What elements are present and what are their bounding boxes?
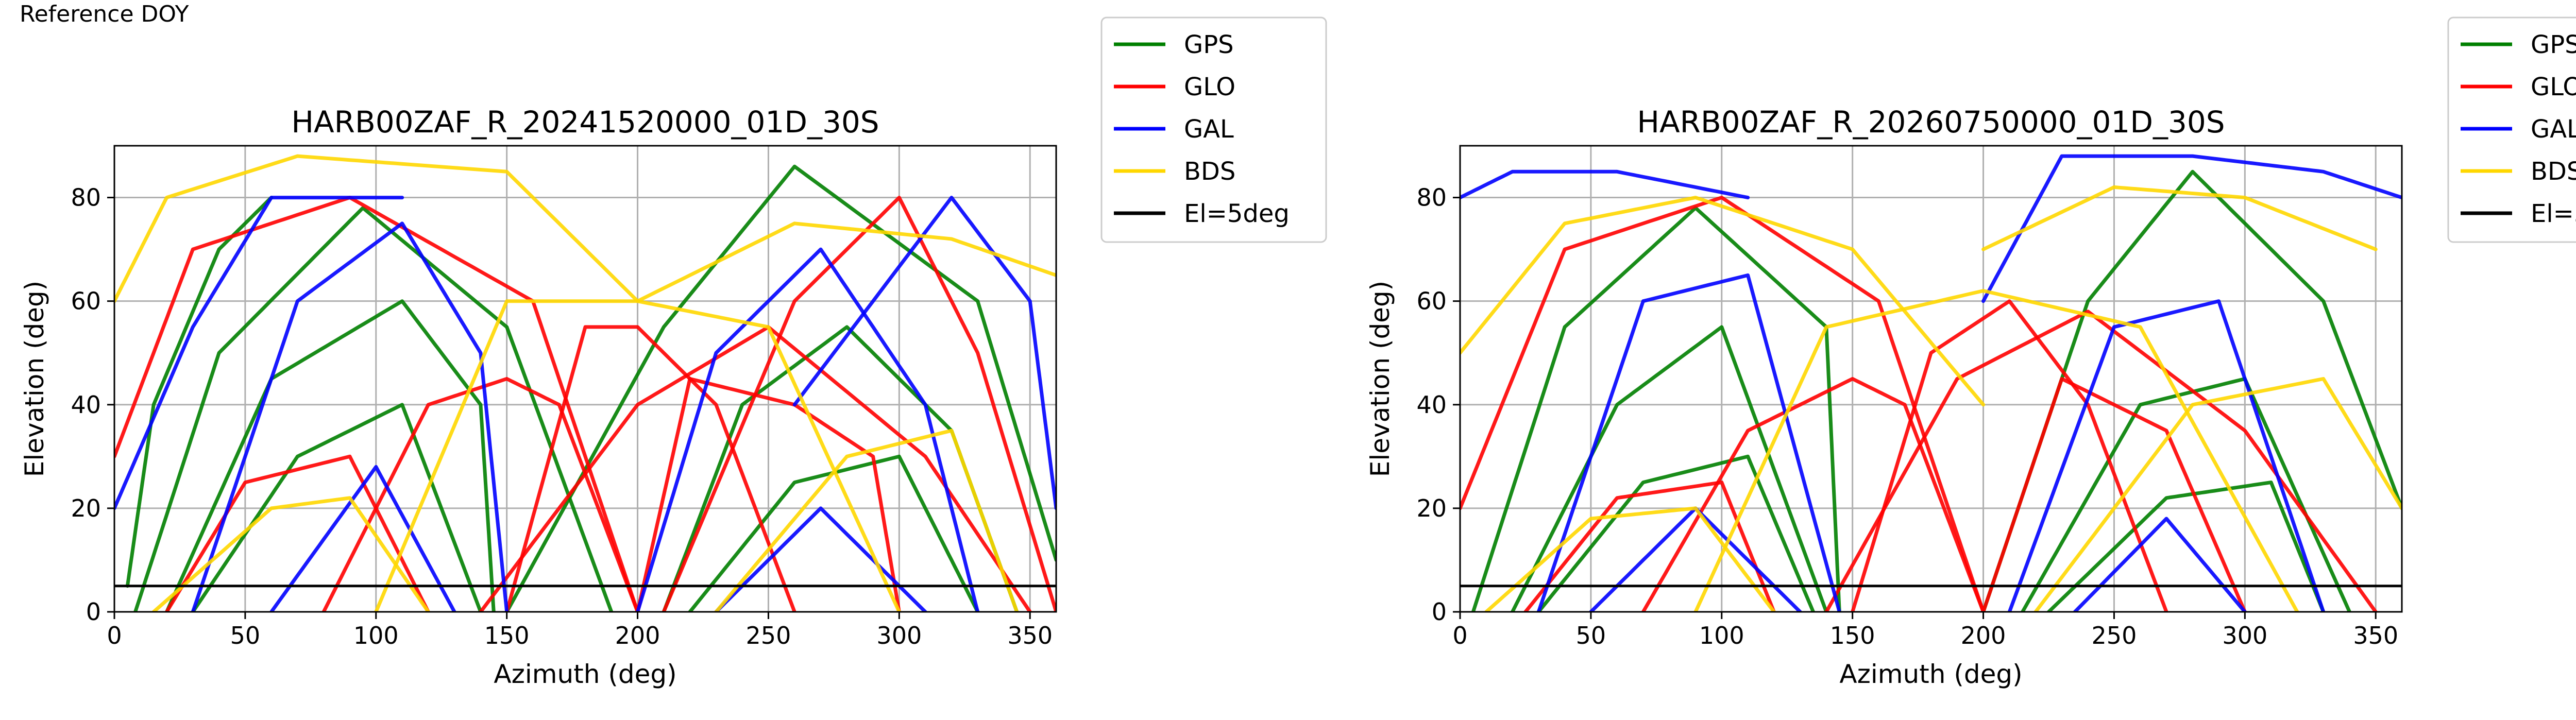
series-arc-glo <box>1851 299 2168 612</box>
x-tick-label: 350 <box>1007 622 1053 649</box>
legend-label: BDS <box>1184 157 1235 186</box>
corner-label: Reference DOY <box>20 1 189 27</box>
y-tick-label: 20 <box>71 494 101 522</box>
series-arc-gps <box>688 454 980 612</box>
x-tick-label: 100 <box>353 622 399 649</box>
series-arc-gps <box>1511 325 1828 612</box>
x-tick-label: 100 <box>1699 622 1744 649</box>
series-arc-bds <box>1981 185 2378 251</box>
legend-box <box>1100 16 1327 243</box>
series-arc-gps <box>133 206 614 612</box>
series-arc-bds <box>636 221 1056 303</box>
series-arc-glo <box>479 325 1032 612</box>
series-arc-bds <box>151 496 430 612</box>
x-tick-label: 150 <box>484 622 530 649</box>
legend-label: GLO <box>2531 73 2576 101</box>
series-arc-gal <box>1536 273 1841 612</box>
legend: GPS GLO GAL BDS El=5deg <box>2447 16 2576 243</box>
y-tick-label: 80 <box>71 184 101 212</box>
series-arc-gps <box>165 299 496 612</box>
series-arc-gps <box>125 196 274 588</box>
legend-label: GAL <box>1184 115 1234 144</box>
x-tick-label: 250 <box>2092 622 2137 649</box>
y-tick-label: 60 <box>1416 287 1447 315</box>
plot-area <box>114 154 1056 612</box>
legend-label: GLO <box>1184 73 1235 101</box>
series-arc-glo <box>1523 481 1776 612</box>
y-tick-label: 40 <box>1416 391 1447 419</box>
y-axis-label: Elevation (deg) <box>20 281 49 477</box>
series-arc-glo <box>505 325 796 612</box>
y-axis-label: Elevation (deg) <box>1365 281 1395 477</box>
series-arc-gal <box>114 196 404 510</box>
x-axis-label: Azimuth (deg) <box>1839 659 2022 689</box>
legend-label: El=5deg <box>2531 199 2576 228</box>
x-axis-label: Azimuth (deg) <box>494 659 676 689</box>
series-arc-gal <box>269 465 456 612</box>
chart-panel-1: 0 50 100 150 200 250 300 350 0 20 40 60 80 HARB00ZAF_… <box>20 16 1327 689</box>
legend-label: BDS <box>2531 157 2576 186</box>
series-arc-gps <box>505 164 1056 612</box>
plot-frame <box>113 145 1057 613</box>
y-tick-label: 0 <box>86 598 101 626</box>
series-arc-glo <box>1824 310 2378 612</box>
x-tick-label: 250 <box>746 622 791 649</box>
chart-title: HARB00ZAF_R_20241520000_01D_30S <box>291 105 879 140</box>
series-arc-gps <box>2047 481 2326 612</box>
x-tick-label: 200 <box>615 622 660 649</box>
y-tick-label: 40 <box>71 391 101 419</box>
x-tick-label: 200 <box>1961 622 2006 649</box>
series-arc-gps <box>1536 454 1815 612</box>
legend-box <box>2447 16 2576 243</box>
series-arc-gal <box>2073 517 2247 612</box>
legend-label: GPS <box>2531 30 2576 59</box>
series-arc-gal <box>714 506 927 612</box>
series-arc-bds <box>1460 196 1986 407</box>
series-arc-bds <box>114 154 640 303</box>
x-tick-label: 300 <box>2222 622 2267 649</box>
series-arc-glo <box>321 377 640 612</box>
plot-area <box>1460 154 2402 612</box>
y-tick-label: 0 <box>1432 598 1447 626</box>
series-arc-glo <box>1981 377 2247 612</box>
y-tick-label: 20 <box>1416 494 1447 522</box>
series-arc-gal <box>2007 299 2326 612</box>
series-arc-bds <box>2033 377 2402 612</box>
series-arc-bds <box>1484 506 1776 612</box>
x-tick-label: 300 <box>876 622 922 649</box>
series-arc-bds <box>1693 289 2299 612</box>
series-arc-gal <box>1981 154 2402 303</box>
series-arc-bds <box>714 428 1019 612</box>
chart-panel-2: 0 50 100 150 200 250 300 350 0 20 40 60 80 HARB00ZAF_… <box>1365 16 2576 689</box>
x-tick-label: 50 <box>1576 622 1606 649</box>
series-arc-gal <box>1460 169 1750 200</box>
legend-label: GAL <box>2531 115 2576 144</box>
y-tick-label: 60 <box>71 287 101 315</box>
x-tick-label: 0 <box>107 622 122 649</box>
plot-frame <box>1459 145 2403 613</box>
legend: GPS GLO GAL BDS El=5deg <box>1100 16 1327 243</box>
y-tick-label: 80 <box>1416 184 1447 212</box>
x-tick-label: 0 <box>1452 622 1467 649</box>
legend-label: El=5deg <box>1184 199 1290 228</box>
series-arc-gal <box>191 221 509 612</box>
series-arc-glo <box>1641 377 1986 612</box>
x-tick-label: 350 <box>2353 622 2398 649</box>
x-tick-label: 50 <box>230 622 261 649</box>
x-tick-label: 150 <box>1830 622 1875 649</box>
series-arc-gal <box>792 196 1056 510</box>
series-arc-glo <box>662 196 1056 612</box>
series-arc-gal <box>636 247 980 612</box>
chart-title: HARB00ZAF_R_20260750000_01D_30S <box>1637 105 2225 140</box>
legend-label: GPS <box>1184 30 1234 59</box>
series-arc-gps <box>191 403 483 612</box>
series-arc-glo <box>165 454 430 612</box>
